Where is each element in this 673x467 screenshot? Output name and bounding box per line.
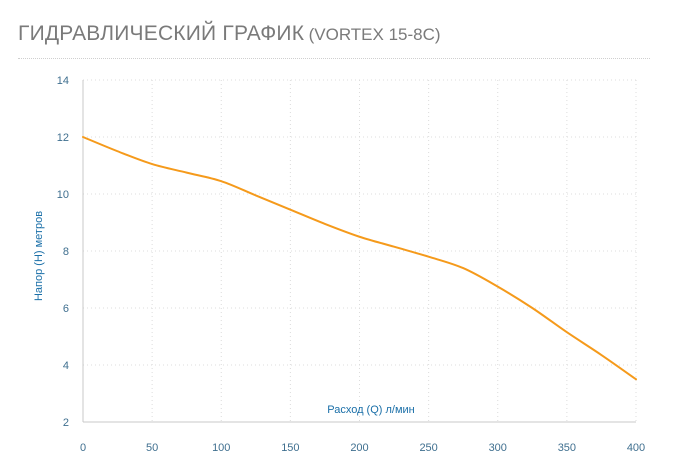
x-tick-label: 350 (558, 442, 576, 454)
y-tick-label: 10 (57, 189, 69, 201)
y-tick-label: 6 (63, 303, 69, 315)
title-divider (18, 58, 650, 59)
chart-title-main: ГИДРАВЛИЧЕСКИЙ ГРАФИК (18, 22, 305, 45)
grid-layer (83, 79, 637, 422)
y-axis-title: Напор (H) метров (33, 211, 45, 301)
x-axis-title: Расход (Q) л/мин (327, 404, 415, 416)
x-tick-label: 0 (80, 442, 86, 454)
x-tick-label: 150 (281, 442, 299, 454)
y-tick-label: 4 (63, 360, 69, 372)
series-line (82, 136, 637, 381)
y-tick-label: 14 (57, 75, 69, 87)
y-tick-label: 12 (57, 132, 69, 144)
x-tick-label: 300 (489, 442, 507, 454)
y-tick-label: 8 (63, 246, 69, 258)
x-tick-label: 50 (146, 442, 158, 454)
series-layer (82, 136, 637, 381)
chart-title: ГИДРАВЛИЧЕСКИЙ ГРАФИК (VORTEX 15-8C) (18, 22, 441, 46)
x-tick-label: 400 (627, 442, 645, 454)
y-tick-label: 2 (63, 417, 69, 429)
tick-labels: 0 50 100 150 200 250 300 350 400 2 4 6 8 10 12 14 (57, 75, 645, 454)
x-tick-label: 200 (350, 442, 368, 454)
x-tick-label: 250 (419, 442, 437, 454)
x-tick-label: 100 (212, 442, 230, 454)
chart-title-model: (VORTEX 15-8C) (308, 25, 441, 44)
